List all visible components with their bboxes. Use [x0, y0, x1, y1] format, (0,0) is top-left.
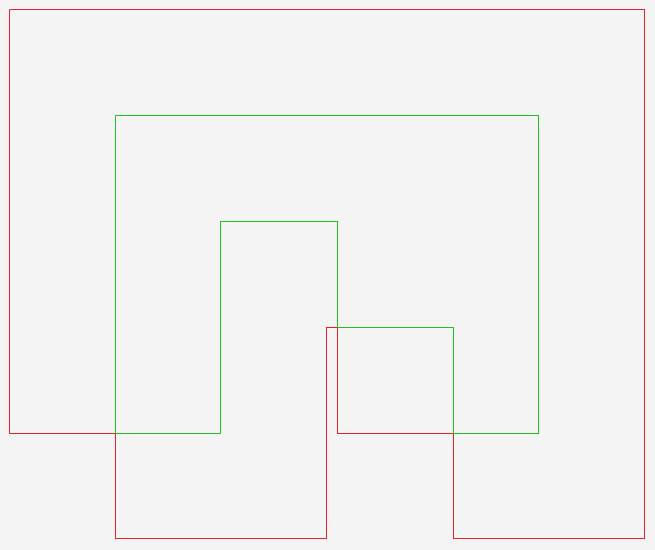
- green-outline: [115, 115, 539, 434]
